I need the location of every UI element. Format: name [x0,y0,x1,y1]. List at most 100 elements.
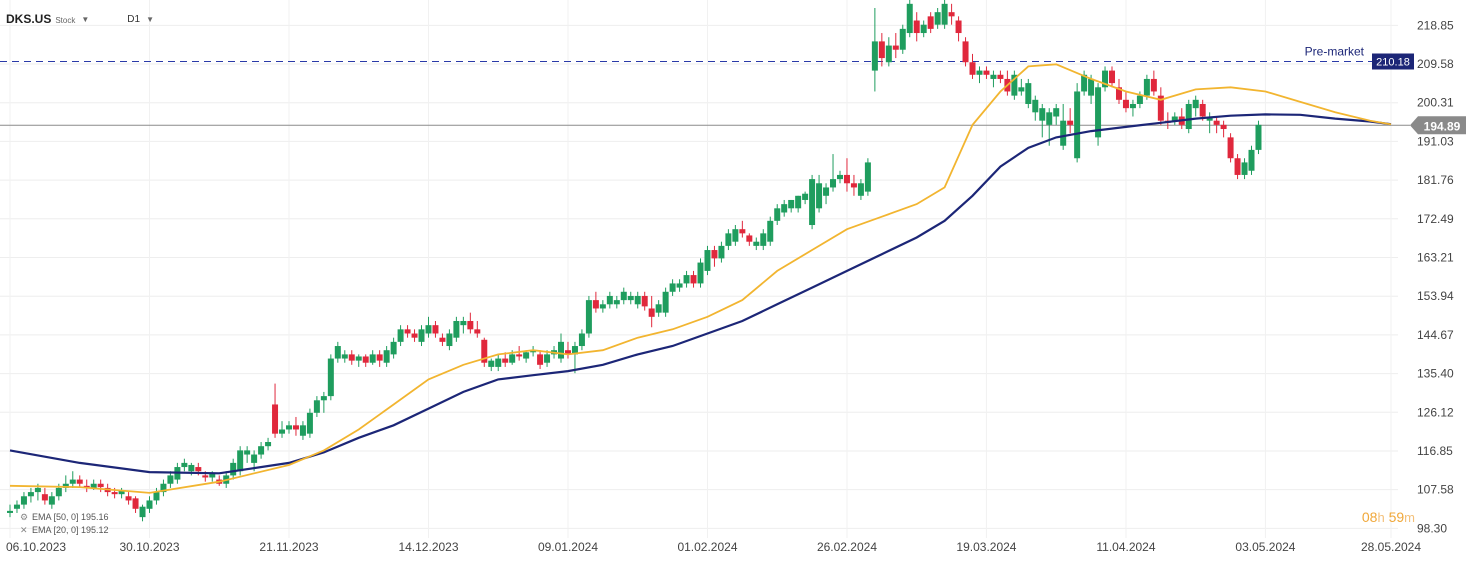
candle [599,300,606,313]
candle [976,66,983,84]
candle-body [606,295,613,305]
candle [125,492,132,505]
candle-body [899,28,906,50]
candle-body [537,354,544,365]
candle [969,53,976,79]
candle [362,354,369,367]
candle-body [913,20,920,34]
candle [544,350,551,367]
candle [1150,70,1157,96]
timeframe-dropdown-icon[interactable]: ▼ [146,14,154,24]
candle-body [244,450,251,455]
candle-body [41,494,48,501]
x-tick-label: 30.10.2023 [119,540,179,554]
y-tick-label: 144.67 [1417,328,1454,342]
countdown-hours: 08 [1361,509,1378,525]
candle [244,446,251,463]
candle-body [146,500,153,509]
candle-body [425,325,432,334]
x-axis: 06.10.2023 30.10.2023 21.11.2023 14.12.2023… [6,540,1421,554]
candle [272,383,279,438]
candle-body [1067,120,1074,125]
x-tick-label: 19.03.2024 [956,540,1016,554]
candle-body [997,74,1004,79]
candle-body [355,356,362,361]
candle [620,287,627,305]
candle-body [383,350,390,363]
candle [913,12,920,42]
candle [1025,78,1032,109]
candle-body [327,358,334,397]
candle-body [690,275,697,284]
y-tick-label: 116.85 [1417,444,1453,458]
candle-body [578,333,585,347]
candle-body [48,496,55,505]
candle-body [348,354,355,361]
candle [1102,66,1109,92]
candle [376,350,383,367]
candle-body [495,358,502,367]
x-tick-label: 09.01.2024 [538,540,598,554]
candle-countdown: 08h 59m [1362,509,1415,525]
candle [571,341,578,374]
candle [634,291,641,309]
candle [850,174,857,196]
candle-body [871,41,878,71]
candle [955,16,962,42]
candle [292,416,299,436]
candle-body [1255,124,1262,150]
chart-header: DKS.US Stock ▼ D1 ▼ [6,10,154,28]
candle-body [830,179,837,188]
candle [460,316,467,334]
candle-body [76,479,83,484]
candle [495,354,502,372]
candle-body [976,70,983,75]
candle [160,479,167,497]
candle-body [948,12,955,17]
candle [627,291,634,305]
y-tick-label: 126.12 [1417,405,1454,419]
candle-body [397,329,404,342]
candle-body [1074,91,1081,159]
candle [1060,103,1067,150]
candle-body [509,354,516,363]
candle [411,329,418,342]
candle [934,8,941,29]
candle [823,183,830,205]
candle [167,471,174,488]
ema-lines [9,63,1392,494]
y-tick-label: 98.30 [1417,521,1447,535]
candle [662,287,669,317]
candle [383,346,390,367]
candle [920,20,927,38]
candle [139,504,146,522]
candle [592,291,599,313]
symbol-dropdown-icon[interactable]: ▼ [81,14,90,24]
candle-body [111,492,118,495]
candle-body [850,183,857,188]
candle [1115,78,1122,104]
candle-body [55,487,62,497]
candle-body [704,250,711,271]
candle-body [676,283,683,288]
close-icon[interactable]: ✕ [20,525,28,535]
candle-body [809,179,816,226]
candle-body [1199,103,1206,117]
timeframe-selector[interactable]: D1 [127,13,141,25]
candle [760,229,767,251]
candle-body [1046,112,1053,125]
candle [857,179,864,200]
candle-body [767,220,774,242]
candle [962,37,969,67]
candle [488,358,495,372]
x-tick-label: 06.10.2023 [6,540,66,554]
candle-body [27,492,34,497]
candle-body [823,187,830,196]
candle-body [1081,74,1088,92]
candle-body [467,320,474,330]
candle-body [362,356,369,363]
grid [0,0,1398,538]
symbol-label[interactable]: DKS.US [6,12,52,26]
settings-icon[interactable]: ⚙ [20,512,29,522]
